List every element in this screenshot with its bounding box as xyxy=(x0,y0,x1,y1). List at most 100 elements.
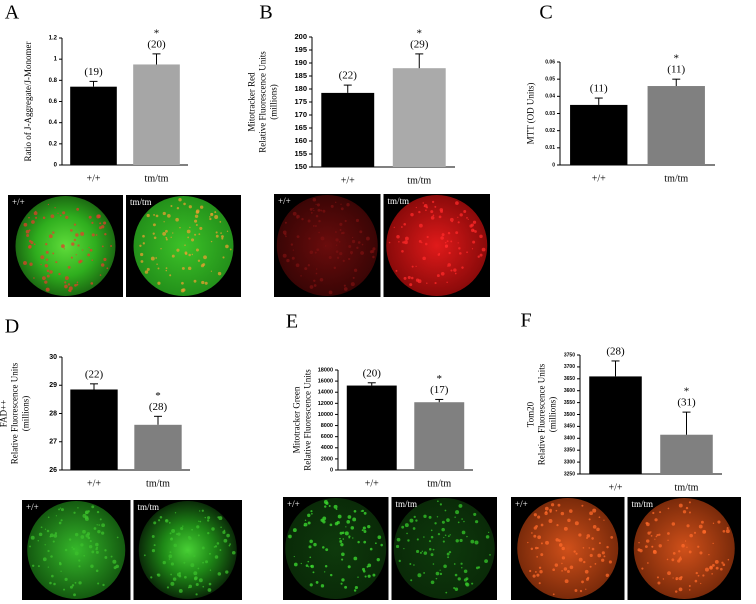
speckle xyxy=(354,585,358,590)
speckle xyxy=(380,543,383,547)
speckle xyxy=(170,573,172,576)
speckle xyxy=(58,508,60,511)
y-tick-label: 3650 xyxy=(564,376,575,382)
y-tick-label: 3300 xyxy=(564,459,575,465)
speckle xyxy=(440,271,445,276)
speckle xyxy=(606,545,609,549)
speckle xyxy=(372,255,375,259)
y-axis-label-line: Relative Fluorescence Units xyxy=(302,369,312,471)
speckle xyxy=(396,537,401,542)
speckle xyxy=(184,251,188,255)
speckle xyxy=(185,553,189,557)
speckle xyxy=(654,518,658,522)
speckle xyxy=(318,231,320,234)
speckle xyxy=(219,549,222,552)
speckle xyxy=(467,218,469,220)
speckle xyxy=(57,212,59,214)
speckle xyxy=(423,572,425,574)
speckle xyxy=(527,541,529,544)
speckle xyxy=(674,590,678,593)
speckle xyxy=(460,562,463,565)
speckle xyxy=(309,539,313,544)
speckle xyxy=(586,537,588,539)
speckle xyxy=(685,506,689,510)
speckle xyxy=(699,551,703,555)
speckle xyxy=(367,525,371,529)
speckle xyxy=(42,276,46,281)
panel-letter: E xyxy=(286,311,298,333)
speckle xyxy=(404,523,409,528)
speckle xyxy=(366,236,370,241)
y-tick-label: 14000 xyxy=(318,390,333,396)
speckle xyxy=(423,551,428,555)
speckle xyxy=(221,237,224,240)
speckle xyxy=(677,559,681,563)
speckle xyxy=(144,270,149,274)
speckle xyxy=(479,234,483,239)
speckle xyxy=(369,547,373,551)
speckle xyxy=(309,285,314,289)
speckle xyxy=(715,566,719,570)
speckle xyxy=(555,538,559,542)
speckle xyxy=(582,547,585,549)
speckle xyxy=(110,245,113,248)
speckle xyxy=(82,513,87,518)
speckle xyxy=(583,560,586,564)
speckle xyxy=(443,564,447,569)
speckle xyxy=(351,239,356,244)
speckle xyxy=(47,516,50,519)
speckle xyxy=(340,207,344,211)
speckle xyxy=(225,244,229,249)
speckle xyxy=(361,529,364,532)
speckle xyxy=(717,520,721,524)
speckle xyxy=(489,553,491,556)
speckle xyxy=(285,235,287,238)
speckle xyxy=(404,236,409,241)
speckle xyxy=(601,551,605,555)
speckle xyxy=(215,234,219,238)
speckle xyxy=(450,269,453,272)
speckle xyxy=(101,225,105,229)
speckle xyxy=(89,248,93,252)
speckle xyxy=(477,566,481,569)
speckle xyxy=(393,226,395,229)
speckle xyxy=(79,259,83,263)
speckle xyxy=(671,522,676,526)
speckle xyxy=(322,546,325,549)
bar xyxy=(70,86,117,165)
speckle xyxy=(461,518,463,520)
speckle xyxy=(91,505,95,509)
speckle xyxy=(222,256,225,259)
y-tick-label: 1.2 xyxy=(49,36,58,42)
speckle xyxy=(77,244,80,247)
speckle xyxy=(29,262,33,266)
y-tick-label: 27 xyxy=(49,439,57,446)
bar-panel: A Ratio of J-Aggregate/J-Monomer 0 0.2 0.4 0.… xyxy=(5,2,241,297)
speckle xyxy=(403,276,407,280)
speckle xyxy=(726,527,729,530)
speckle xyxy=(168,554,173,559)
speckle xyxy=(361,243,364,246)
speckle xyxy=(700,582,702,585)
bar xyxy=(346,385,397,470)
speckle xyxy=(430,529,433,532)
speckle xyxy=(549,508,553,512)
speckle xyxy=(167,214,171,218)
n-label: (17) xyxy=(430,384,449,396)
n-label: (28) xyxy=(606,345,625,357)
speckle xyxy=(87,536,91,540)
x-tick-label: +/+ xyxy=(87,478,101,489)
speckle xyxy=(320,584,325,588)
speckle xyxy=(158,519,161,522)
speckle xyxy=(585,577,589,581)
speckle xyxy=(342,259,345,263)
speckle xyxy=(316,248,320,252)
speckle xyxy=(581,504,584,507)
speckle xyxy=(93,527,97,530)
speckle xyxy=(162,232,166,236)
speckle xyxy=(652,511,655,515)
speckle xyxy=(428,540,432,543)
speckle xyxy=(47,566,49,568)
y-axis-label-line: MTT (OD Units) xyxy=(526,83,536,145)
speckle xyxy=(678,503,683,508)
